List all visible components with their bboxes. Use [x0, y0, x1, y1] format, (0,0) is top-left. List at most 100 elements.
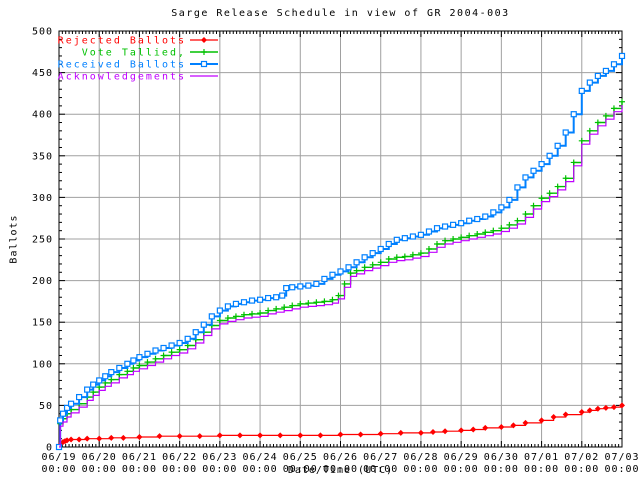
marker-square — [401, 235, 408, 242]
marker-square — [67, 400, 75, 407]
x-tick-label-date: 07/02 — [564, 452, 599, 463]
marker-square — [124, 360, 131, 367]
legend-label: Rejected Ballots — [58, 36, 186, 47]
x-tick-label-time: 00:00 — [243, 464, 278, 475]
marker-plus — [546, 190, 553, 197]
marker-plus — [124, 368, 131, 375]
marker-square — [409, 233, 416, 240]
x-tick-label-time: 00:00 — [444, 464, 479, 475]
x-axis-label: Date/Time (UTC) — [287, 465, 394, 476]
marker-plus — [409, 251, 416, 258]
marker-square — [522, 174, 529, 181]
marker-square — [353, 259, 360, 266]
marker-plus — [450, 236, 457, 242]
marker-plus — [506, 221, 513, 228]
marker-square — [297, 283, 304, 290]
marker-square — [417, 231, 425, 238]
legend-label: Vote Tallied, — [82, 48, 186, 59]
marker-plus — [136, 362, 143, 369]
marker-diamond — [201, 37, 207, 43]
marker-diamond — [397, 429, 404, 436]
x-tick-label-date: 06/27 — [363, 452, 398, 463]
marker-square — [84, 386, 91, 393]
legend-item-acknowledgements: Acknowledgements — [58, 72, 218, 83]
marker-plus — [522, 211, 529, 218]
y-tick-label: 100 — [32, 359, 53, 370]
marker-square — [130, 357, 137, 364]
marker-square — [216, 307, 223, 314]
marker-plus — [353, 267, 360, 274]
marker-plus — [160, 352, 167, 359]
marker-square — [570, 111, 577, 118]
marker-plus — [570, 159, 577, 166]
marker-diamond — [176, 433, 183, 440]
x-tick-label-date: 06/29 — [444, 452, 479, 463]
marker-square — [200, 60, 208, 68]
x-tick-label-date: 06/26 — [323, 452, 358, 463]
y-tick-label: 200 — [32, 276, 53, 287]
marker-square — [63, 404, 71, 411]
legend-item-tallied: Vote Tallied, — [82, 48, 218, 59]
marker-square — [248, 297, 256, 304]
marker-square — [305, 282, 312, 289]
marker-plus — [313, 299, 320, 306]
marker-square — [184, 335, 191, 342]
y-tick-labels: 0 50 100 150 200 250 300 350 400 450 500 — [32, 27, 53, 454]
marker-plus — [554, 183, 561, 190]
legend-label: Acknowledgements — [58, 72, 186, 83]
marker-square — [160, 344, 167, 352]
x-tick-label-date: 06/21 — [122, 452, 157, 463]
marker-square — [283, 284, 290, 292]
marker-square — [377, 245, 384, 253]
marker-square — [208, 313, 215, 320]
x-tick-label-date: 06/20 — [82, 452, 117, 463]
marker-plus — [466, 232, 473, 239]
marker-diamond — [216, 432, 223, 439]
x-tick-label-date: 06/22 — [162, 452, 197, 463]
marker-plus — [281, 304, 288, 311]
chart-title: Sarge Release Schedule in view of GR 200… — [171, 8, 510, 19]
marker-square — [433, 225, 441, 232]
marker-square — [192, 329, 199, 336]
marker-plus — [434, 240, 441, 247]
x-tick-label-date: 06/28 — [403, 452, 438, 463]
marker-plus — [297, 300, 304, 307]
x-tick-labels: 06/1900:0006/2000:0006/2100:0006/2200:00… — [41, 452, 638, 475]
marker-square — [345, 264, 352, 271]
marker-diamond — [458, 427, 465, 434]
marker-square — [514, 184, 521, 191]
marker-square — [168, 342, 175, 349]
marker-square — [313, 280, 320, 288]
x-tick-label-date: 06/25 — [283, 452, 318, 463]
marker-diamond — [619, 402, 625, 409]
y-tick-label: 150 — [32, 318, 53, 329]
marker-plus — [482, 229, 489, 236]
y-tick-label: 400 — [32, 110, 53, 121]
marker-square — [466, 217, 473, 224]
marker-square — [152, 347, 159, 354]
marker-square — [59, 410, 67, 417]
y-tick-label: 0 — [46, 443, 53, 454]
marker-diamond — [470, 426, 477, 433]
marker-plus — [232, 313, 239, 320]
marker-square — [482, 213, 489, 220]
marker-diamond — [236, 432, 243, 439]
marker-diamond — [522, 419, 529, 426]
marker-square — [90, 381, 97, 388]
marker-plus — [108, 376, 115, 383]
marker-square — [458, 220, 465, 227]
marker-plus — [168, 349, 175, 356]
marker-diamond — [610, 404, 617, 411]
marker-square — [562, 129, 569, 136]
marker-square — [578, 87, 585, 95]
marker-plus — [224, 315, 231, 322]
marker-plus — [619, 98, 625, 105]
x-tick-label-time: 00:00 — [403, 464, 438, 475]
marker-square — [498, 204, 505, 211]
x-tick-label-date: 06/30 — [484, 452, 519, 463]
x-tick-label-time: 00:00 — [82, 464, 117, 475]
grid — [59, 31, 622, 447]
marker-square — [393, 236, 400, 243]
marker-square — [530, 167, 537, 174]
